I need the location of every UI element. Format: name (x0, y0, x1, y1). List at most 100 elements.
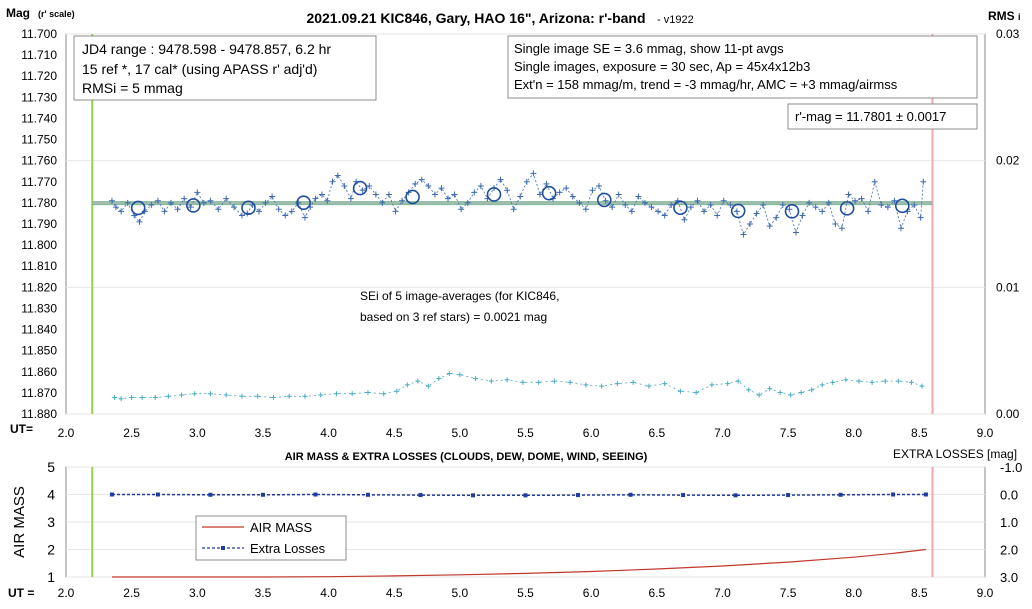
single-image-point (231, 204, 238, 211)
extra-losses-point (523, 493, 528, 498)
top-y2-tick-label: 0.02 (996, 154, 1020, 168)
extra-losses-point (923, 492, 928, 497)
sei-annotation: SEi of 5 image-averages (for KIC846, bas… (360, 289, 559, 324)
single-image-point (897, 225, 904, 232)
single-image-point (766, 223, 773, 230)
single-image-point (301, 214, 308, 221)
single-image-point (812, 204, 819, 211)
single-image-point (648, 204, 655, 211)
single-image-point (845, 191, 852, 198)
top-x-tick-label: 8.5 (911, 426, 928, 440)
single-image-point (740, 231, 747, 238)
single-image-point (687, 204, 694, 211)
bottom-x-tick-label: 2.5 (123, 586, 140, 600)
average-point (241, 200, 256, 216)
single-image-point (154, 197, 161, 204)
bottom-series (109, 492, 928, 578)
rms-point (735, 378, 741, 384)
single-image-point (523, 178, 530, 185)
bottom-y2-tick-labels: -1.0 0.0 1.0 2.0 3.0 (1000, 460, 1022, 585)
top-x-tick-label: 3.0 (189, 426, 206, 440)
single-image-point (884, 204, 891, 211)
rms-point (677, 388, 683, 394)
top-panel: 2021.09.21 KIC846, Gary, HAO 16", Arizon… (6, 6, 1021, 440)
rms-point (129, 395, 135, 401)
single-image-point (917, 214, 924, 221)
extra-losses-point (576, 493, 581, 498)
bottom-y-label: AIR MASS (11, 486, 28, 558)
average-point (730, 203, 746, 219)
rms-point (777, 389, 783, 395)
top-x-tick-label: 8.0 (845, 426, 862, 440)
single-image-point (655, 208, 662, 215)
rms-point (270, 395, 276, 401)
top-x-tick-label: 6.5 (648, 426, 665, 440)
single-image-point (609, 204, 616, 211)
single-image-point (504, 187, 511, 194)
info-box-right: Single image SE = 3.6 mmag, show 11-pt a… (507, 35, 978, 99)
single-image-point (425, 183, 432, 189)
rms-point (869, 379, 875, 385)
bottom-title: AIR MASS & EXTRA LOSSES (CLOUDS, DEW, DO… (285, 451, 648, 463)
rms-point (139, 395, 145, 401)
top-x-tick-label: 6.0 (583, 426, 600, 440)
rms-point (856, 378, 862, 384)
single-image-point (431, 191, 438, 198)
top-y2-tick-label: 0.03 (996, 27, 1020, 41)
rms-point (318, 392, 324, 398)
single-image-point (536, 191, 543, 198)
single-image-point (379, 199, 386, 206)
single-image-point (329, 178, 336, 185)
average-point (673, 200, 688, 216)
bottom-x-tick-label: 5.0 (452, 586, 469, 600)
average-point (541, 185, 557, 201)
top-x-tick-label: 7.5 (780, 426, 797, 440)
single-image-point (168, 199, 175, 206)
bottom-x-tick-label: 7.0 (714, 586, 731, 600)
top-y-tick-label: 11.750 (21, 133, 57, 147)
bottom-y-tick-label: 4 (47, 487, 55, 503)
single-image-point (582, 206, 589, 213)
single-image-point (255, 208, 262, 215)
single-image-point (733, 208, 740, 215)
single-image-point (372, 191, 379, 198)
legend-losses-label: Extra Losses (250, 541, 326, 556)
single-image-point (852, 197, 859, 204)
bottom-y-tick-label: 2 (47, 542, 55, 558)
rms-point (349, 391, 355, 397)
result-value: r'-mag = 11.7801 ± 0.0017 (795, 109, 946, 124)
top-x-tick-label: 3.5 (255, 426, 272, 440)
rms-point (394, 388, 400, 394)
single-image-point (418, 176, 425, 183)
top-y-tick-label: 11.850 (21, 344, 57, 358)
single-image-point (556, 189, 563, 196)
single-image-point (543, 180, 550, 187)
single-image-point (596, 183, 603, 189)
rms-point (614, 381, 620, 387)
single-image-point (366, 183, 373, 189)
extra-losses-point (733, 493, 738, 498)
top-y2-label: RMS (988, 9, 1015, 23)
top-y2-tick-label: 0.00 (996, 407, 1020, 421)
single-image-point (510, 206, 517, 213)
rms-point (662, 381, 668, 387)
single-image-point (878, 202, 885, 208)
rms-point (767, 386, 773, 392)
bottom-x-tick-label: 6.0 (583, 586, 600, 600)
extra-losses-point (628, 492, 633, 497)
single-image-point (288, 208, 295, 215)
single-image-point (806, 199, 813, 206)
single-image-point (207, 197, 214, 204)
single-image-point (385, 191, 392, 198)
single-image-point (392, 208, 399, 215)
single-image-point (838, 225, 845, 232)
single-image-point (707, 202, 714, 208)
rms-point (333, 391, 339, 397)
single-image-point (563, 185, 570, 192)
rms-point (798, 389, 804, 395)
rms-point (788, 392, 794, 398)
bottom-x-tick-label: 6.5 (648, 586, 665, 600)
top-y-tick-label: 11.760 (21, 154, 57, 168)
rms-point (207, 391, 213, 397)
single-image-point (720, 197, 727, 204)
